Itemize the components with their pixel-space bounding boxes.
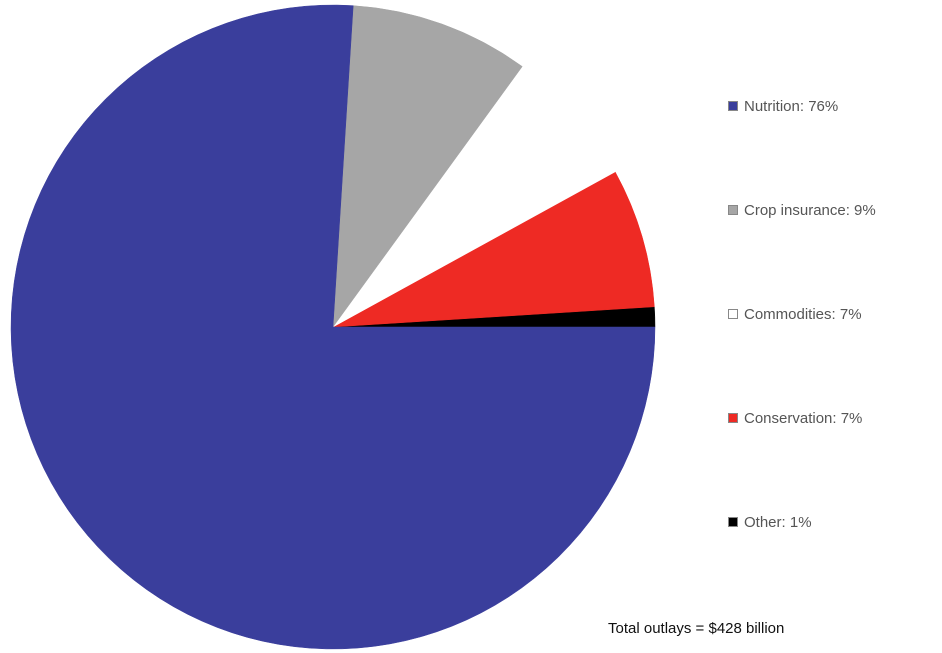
chart-legend: Nutrition: 76% Crop insurance: 9% Commod… bbox=[728, 88, 876, 608]
legend-label-conservation: Conservation: 7% bbox=[744, 409, 863, 427]
pie-slice-nutrition bbox=[10, 4, 656, 650]
pie-slice-commodities bbox=[332, 66, 616, 328]
pie-slice-crop-insurance bbox=[332, 5, 523, 328]
legend-item-other: Other: 1% bbox=[728, 504, 876, 540]
legend-item-conservation: Conservation: 7% bbox=[728, 400, 876, 436]
legend-label-other: Other: 1% bbox=[744, 513, 812, 531]
pie-slice-conservation bbox=[332, 171, 655, 328]
total-outlays-note: Total outlays = $428 billion bbox=[608, 620, 785, 637]
legend-item-commodities: Commodities: 7% bbox=[728, 296, 876, 332]
legend-item-crop-insurance: Crop insurance: 9% bbox=[728, 192, 876, 228]
legend-label-crop-insurance: Crop insurance: 9% bbox=[744, 201, 876, 219]
legend-label-nutrition: Nutrition: 76% bbox=[744, 97, 839, 115]
legend-swatch-other bbox=[728, 517, 738, 527]
legend-label-commodities: Commodities: 7% bbox=[744, 305, 862, 323]
legend-swatch-commodities bbox=[728, 309, 738, 319]
legend-item-nutrition: Nutrition: 76% bbox=[728, 88, 876, 124]
legend-swatch-conservation bbox=[728, 413, 738, 423]
legend-swatch-crop-insurance bbox=[728, 205, 738, 215]
legend-swatch-nutrition bbox=[728, 101, 738, 111]
